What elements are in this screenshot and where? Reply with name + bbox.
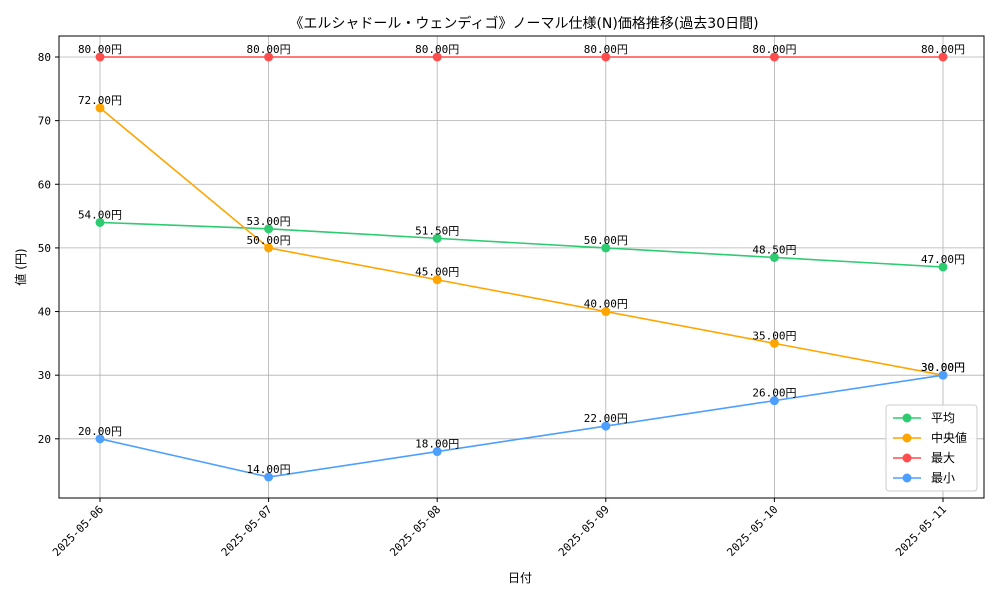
plot-frame [58, 35, 985, 499]
y-tick-label: 40 [38, 306, 51, 319]
data-point [264, 224, 274, 234]
series-line [99, 221, 944, 268]
series-group [95, 52, 948, 482]
data-point [264, 52, 274, 62]
y-tick-label: 80 [38, 51, 51, 64]
data-label: 35.00円 [752, 329, 796, 342]
data-label: 80.00円 [78, 43, 122, 56]
data-label: 30.00円 [921, 361, 965, 374]
data-labels: 54.00円 53.00円 51.50円 50.00円 48.50円 47.00円 72.0… [78, 43, 965, 476]
data-label: 80.00円 [247, 43, 291, 56]
data-label: 40.00円 [584, 298, 628, 311]
data-point [95, 52, 105, 62]
chart-title: 《エルシャドール・ウェンディゴ》ノーマル仕様(N)価格推移(過去30日間) [289, 15, 758, 32]
data-point [95, 103, 105, 113]
data-point [601, 243, 611, 253]
data-label: 72.00円 [78, 94, 122, 107]
y-axis-ticks: 20 30 40 50 60 70 80 [38, 51, 59, 446]
data-label: 48.50円 [752, 243, 796, 256]
data-label: 80.00円 [921, 43, 965, 56]
data-point [601, 52, 611, 62]
data-point [601, 421, 611, 431]
legend-entry: 最小 [931, 471, 955, 485]
data-point [264, 243, 274, 253]
data-label: 22.00円 [584, 412, 628, 425]
data-label: 80.00円 [752, 43, 796, 56]
legend-swatch-marker [902, 473, 912, 483]
legend-box [885, 404, 978, 492]
x-axis-label: 日付 [508, 571, 532, 585]
data-point [432, 447, 442, 457]
data-label: 26.00円 [752, 387, 796, 400]
series-line [99, 107, 944, 376]
y-tick-label: 60 [38, 178, 51, 191]
y-tick-label: 70 [38, 115, 51, 128]
legend-swatch-marker [902, 413, 912, 423]
data-label: 20.00円 [78, 425, 122, 438]
data-label: 30.00円 [921, 361, 965, 374]
data-label: 80.00円 [584, 43, 628, 56]
legend-swatch-marker [902, 433, 912, 443]
legend-entry: 最大 [931, 451, 955, 465]
data-label: 54.00円 [78, 208, 122, 221]
data-point [432, 52, 442, 62]
data-point [95, 434, 105, 444]
data-point [432, 233, 442, 243]
data-point [95, 217, 105, 227]
data-label: 47.00円 [921, 253, 965, 266]
data-point [769, 252, 779, 262]
legend-entry: 中央値 [931, 430, 967, 445]
data-label: 50.00円 [247, 234, 291, 247]
series-line [99, 374, 944, 478]
y-tick-label: 20 [38, 433, 51, 446]
data-point [769, 396, 779, 406]
y-tick-label: 50 [38, 242, 51, 255]
data-point [769, 338, 779, 348]
data-label: 80.00円 [415, 43, 459, 56]
data-point [938, 262, 948, 272]
data-label: 18.00円 [415, 438, 459, 451]
data-label: 53.00円 [247, 215, 291, 228]
y-tick-label: 30 [38, 369, 51, 382]
y-axis-label: 値 (円) [13, 248, 28, 285]
data-label: 45.00円 [415, 266, 459, 279]
data-label: 50.00円 [584, 234, 628, 247]
data-label: 51.50円 [415, 224, 459, 237]
legend-swatch-marker [902, 453, 912, 463]
data-point [769, 52, 779, 62]
data-point [938, 370, 948, 380]
data-label: 14.00円 [247, 463, 291, 476]
data-point [938, 52, 948, 62]
data-point [264, 472, 274, 482]
legend-entry: 平均 [931, 411, 955, 425]
data-point [601, 307, 611, 317]
data-point [432, 275, 442, 285]
